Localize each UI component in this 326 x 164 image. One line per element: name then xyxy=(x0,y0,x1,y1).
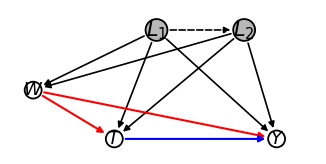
Text: $W$: $W$ xyxy=(23,81,43,99)
Ellipse shape xyxy=(145,19,168,41)
Ellipse shape xyxy=(106,131,123,147)
Ellipse shape xyxy=(25,82,42,99)
Text: $T$: $T$ xyxy=(107,130,121,148)
Ellipse shape xyxy=(233,19,255,41)
Text: $L_{2}$: $L_{2}$ xyxy=(233,18,255,42)
Text: $Y$: $Y$ xyxy=(270,130,284,148)
Text: $L_{1}$: $L_{1}$ xyxy=(146,18,167,42)
Ellipse shape xyxy=(268,131,285,147)
